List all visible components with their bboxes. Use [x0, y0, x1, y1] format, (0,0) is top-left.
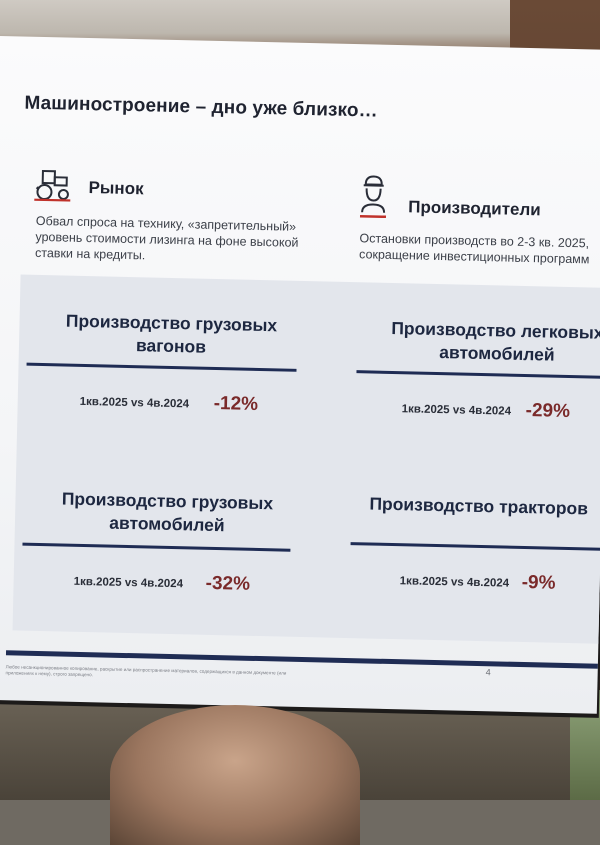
card-title: Производство легковых автомобилей: [377, 317, 600, 368]
card-comparison: 1кв.2025 vs 4в.2024: [400, 575, 510, 589]
tractor-icon: [32, 167, 73, 202]
producers-heading: Производители: [408, 197, 541, 220]
card-change: -9%: [521, 572, 555, 595]
card-title: Производство грузовых вагонов: [51, 309, 292, 360]
card-change: -29%: [525, 400, 570, 423]
slide-title: Машиностроение – дно уже близко…: [24, 93, 378, 123]
card-comparison: 1кв.2025 vs 4в.2024: [80, 396, 190, 410]
presentation-slide: Машиностроение – дно уже близко… Рынок О…: [0, 36, 600, 714]
producers-text: Остановки производств во 2-3 кв. 2025, с…: [359, 230, 600, 267]
footer-disclaimer: Любое несанкционированное копирование, р…: [5, 664, 305, 683]
worker-icon: [358, 172, 389, 219]
card-change: -32%: [205, 573, 250, 596]
page-number: 4: [486, 667, 491, 677]
market-heading: Рынок: [88, 178, 143, 199]
market-text: Обвал спроса на технику, «запретительный…: [35, 213, 336, 268]
card-comparison: 1кв.2025 vs 4в.2024: [402, 403, 512, 417]
card-change: -12%: [213, 393, 258, 416]
card-title: Производство грузовых автомобилей: [47, 487, 288, 538]
audience-head: [110, 705, 360, 845]
card-comparison: 1кв.2025 vs 4в.2024: [73, 576, 183, 590]
